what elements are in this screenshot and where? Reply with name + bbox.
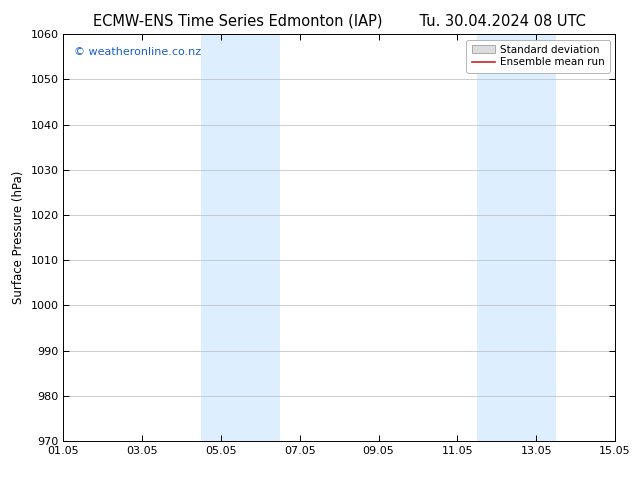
Legend: Standard deviation, Ensemble mean run: Standard deviation, Ensemble mean run bbox=[467, 40, 610, 73]
Bar bbox=[202, 34, 280, 441]
Title: ECMW-ENS Time Series Edmonton (IAP)        Tu. 30.04.2024 08 UTC: ECMW-ENS Time Series Edmonton (IAP) Tu. … bbox=[93, 14, 586, 29]
Text: © weatheronline.co.nz: © weatheronline.co.nz bbox=[74, 47, 202, 56]
Bar bbox=[477, 34, 556, 441]
Y-axis label: Surface Pressure (hPa): Surface Pressure (hPa) bbox=[12, 171, 25, 304]
